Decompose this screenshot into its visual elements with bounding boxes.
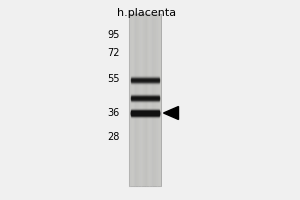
Text: 95: 95 [108, 30, 120, 40]
Text: 28: 28 [108, 132, 120, 142]
Polygon shape [164, 106, 178, 119]
Text: h.placenta: h.placenta [117, 8, 177, 18]
Text: 55: 55 [107, 74, 120, 84]
Bar [129, 14, 160, 186]
Text: 72: 72 [107, 48, 120, 58]
Text: 36: 36 [108, 108, 120, 118]
